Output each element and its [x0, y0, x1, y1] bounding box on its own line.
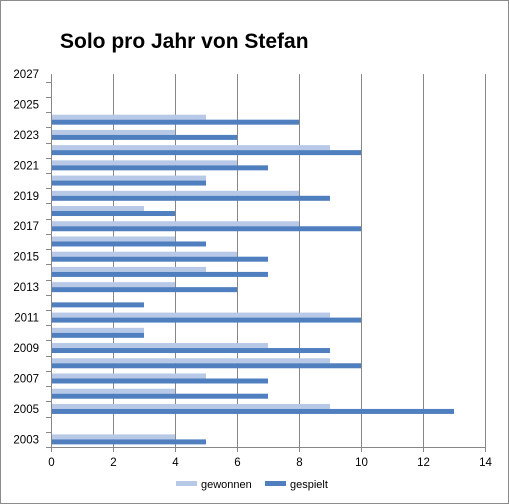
- x-tick-label: 8: [296, 457, 302, 469]
- bar-gewonnen: [52, 206, 144, 212]
- bar-gespielt: [52, 317, 361, 323]
- bar-gewonnen: [52, 160, 237, 166]
- bar-gespielt: [52, 287, 237, 293]
- y-tick-label: 2003: [13, 434, 39, 446]
- legend: gewonnen gespielt: [176, 479, 328, 491]
- bar-gewonnen: [52, 221, 299, 227]
- x-tick-label: 12: [417, 457, 430, 469]
- bar-gespielt: [52, 378, 268, 384]
- y-tick-label: 2013: [13, 282, 39, 294]
- bar-gespielt: [52, 256, 268, 262]
- bar-gespielt: [52, 134, 237, 140]
- y-tick-label: 2027: [13, 69, 39, 81]
- y-tick-label: 2017: [13, 221, 39, 233]
- bar-gewonnen: [52, 373, 206, 379]
- legend-label: gewonnen: [201, 479, 252, 491]
- bar-gespielt: [52, 180, 206, 186]
- bar-gespielt: [52, 241, 206, 247]
- x-tick-label: 6: [234, 457, 240, 469]
- y-tick-label: 2009: [13, 343, 39, 355]
- x-tick-label: 10: [355, 457, 368, 469]
- bar-gewonnen: [52, 343, 268, 349]
- bar-gewonnen: [52, 434, 175, 440]
- bar-gewonnen: [52, 327, 144, 333]
- bar-gewonnen: [52, 266, 206, 272]
- bar-gewonnen: [52, 251, 237, 257]
- legend-swatch: [176, 481, 197, 486]
- y-tick-label: 2011: [14, 313, 39, 325]
- bar-gewonnen: [52, 388, 175, 394]
- y-tick-label: 2019: [13, 191, 39, 203]
- bar-gewonnen: [52, 145, 330, 151]
- bar-gespielt: [52, 363, 361, 369]
- x-tick-label: 4: [172, 457, 179, 469]
- bar-gespielt: [52, 332, 144, 338]
- bars: [52, 114, 454, 445]
- y-tick-label: 2023: [13, 130, 39, 142]
- bar-gespielt: [52, 211, 175, 217]
- chart-title: Solo pro Jahr von Stefan: [60, 30, 309, 53]
- legend-swatch: [265, 481, 286, 486]
- x-tick-label: 2: [110, 457, 116, 469]
- x-tick-label: 14: [479, 457, 492, 469]
- bar-gespielt: [52, 165, 268, 171]
- bar-gespielt: [52, 439, 206, 445]
- bar-gewonnen: [52, 190, 299, 196]
- bar-gespielt: [52, 226, 361, 232]
- bar-gewonnen: [52, 312, 330, 318]
- bar-gespielt: [52, 119, 299, 125]
- bar-gespielt: [52, 408, 454, 414]
- y-tick-label: 2007: [13, 373, 39, 385]
- bar-gewonnen: [52, 129, 175, 135]
- bar-gespielt: [52, 195, 330, 201]
- y-tick-label: 2005: [13, 404, 39, 416]
- bar-gewonnen: [52, 282, 175, 288]
- y-tick-label: 2015: [13, 252, 39, 264]
- bar-gespielt: [52, 150, 361, 156]
- bar-gespielt: [52, 393, 268, 399]
- bar-gewonnen: [52, 403, 330, 409]
- bar-gewonnen: [52, 175, 206, 181]
- axes: 0 2 4 6 8 10 12 14 2003 2005 2007 2009 2011 2013 2015 2…: [13, 69, 492, 469]
- bar-gewonnen: [52, 236, 175, 242]
- bar-gespielt: [52, 348, 330, 354]
- y-tick-label: 2025: [13, 99, 39, 111]
- bar-gewonnen: [52, 114, 206, 120]
- bar-gespielt: [52, 302, 144, 308]
- x-tick-label: 0: [48, 457, 54, 469]
- bar-gespielt: [52, 271, 268, 277]
- bar-gewonnen: [52, 358, 330, 364]
- legend-label: gespielt: [290, 479, 328, 491]
- y-tick-label: 2021: [13, 160, 39, 172]
